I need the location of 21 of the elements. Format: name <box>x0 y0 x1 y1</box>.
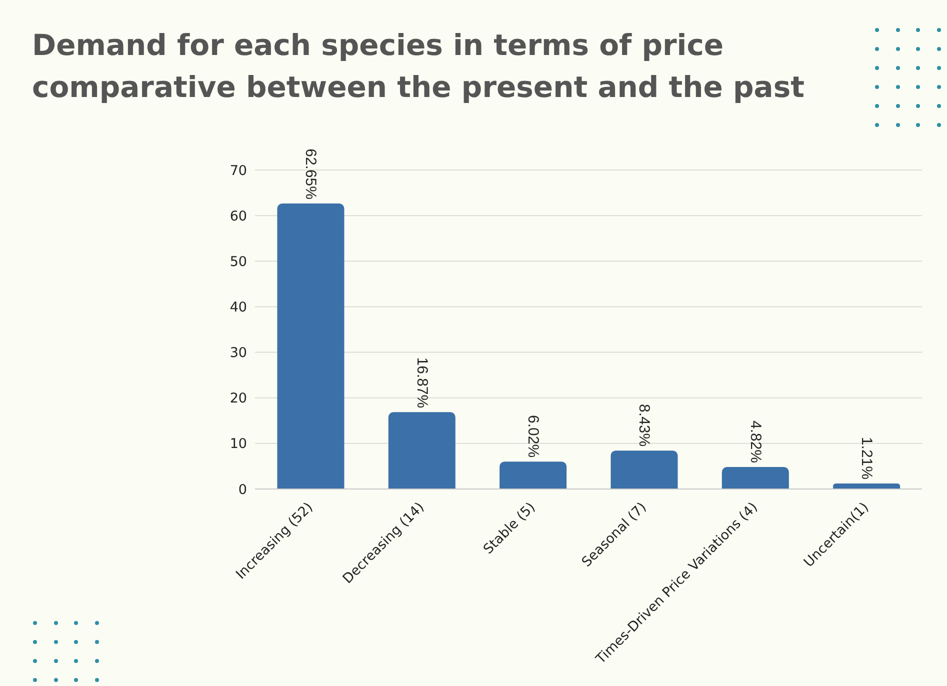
data-label: 6.02% <box>524 415 542 458</box>
bar <box>610 450 678 489</box>
data-label: 4.82% <box>746 420 764 464</box>
data-label: 8.43% <box>636 404 653 447</box>
data-label: 62.65% <box>302 148 320 200</box>
y-tick-label: 0 <box>238 482 247 498</box>
bar <box>722 467 789 489</box>
y-tick-label: 30 <box>230 345 247 362</box>
chart-title: Demand for each species in terms of price comparative between the present and the past <box>32 27 806 106</box>
y-tick-label: 70 <box>230 162 247 179</box>
data-label: 16.87% <box>413 357 430 408</box>
bar <box>500 462 567 489</box>
bar <box>277 203 344 489</box>
bar <box>833 483 900 489</box>
y-tick-label: 20 <box>230 390 247 407</box>
y-tick-label: 10 <box>230 436 247 452</box>
y-tick-label: 60 <box>230 208 247 224</box>
y-tick-label: 40 <box>230 300 247 316</box>
data-label: 1.21% <box>858 436 876 480</box>
y-tick-label: 50 <box>230 254 247 270</box>
bar <box>388 412 456 489</box>
